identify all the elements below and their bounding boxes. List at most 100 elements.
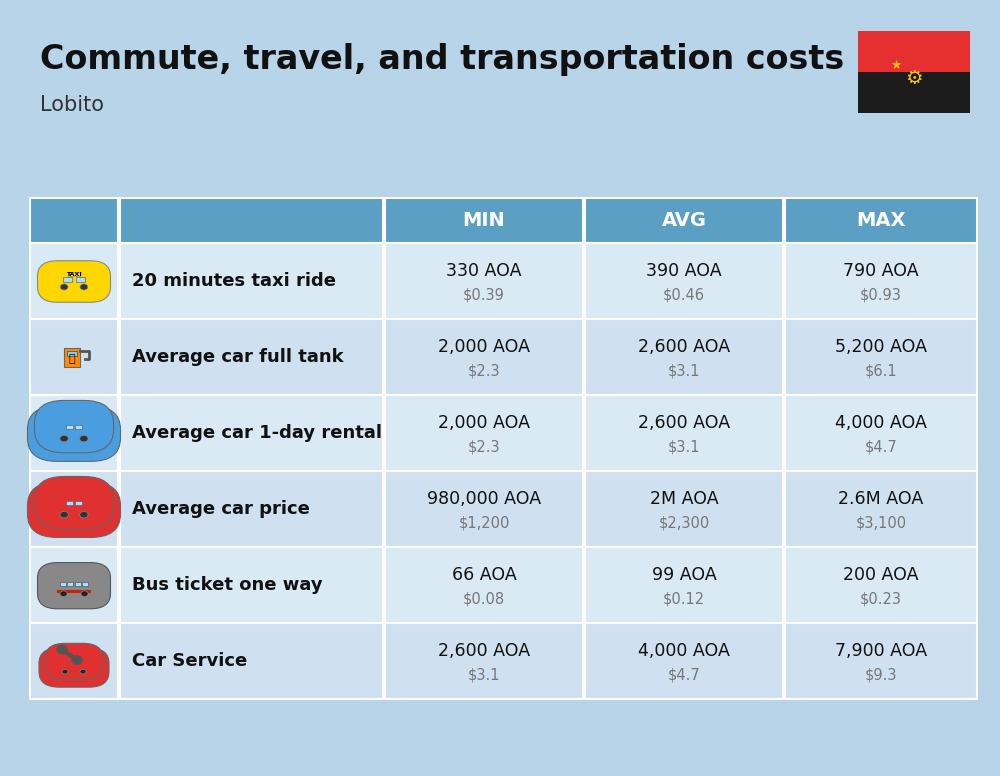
Circle shape	[80, 669, 86, 674]
Text: $3,100: $3,100	[855, 515, 907, 530]
Bar	[30, 471, 118, 547]
Bar	[75, 582, 81, 587]
Text: Lobito: Lobito	[40, 95, 104, 115]
Text: 2.6M AOA: 2.6M AOA	[838, 490, 924, 508]
Text: 99 AOA: 99 AOA	[652, 566, 716, 584]
FancyBboxPatch shape	[27, 482, 120, 538]
Bar	[785, 198, 977, 243]
Text: 7,900 AOA: 7,900 AOA	[835, 643, 927, 660]
Text: 2,000 AOA: 2,000 AOA	[438, 338, 530, 356]
Bar	[67, 582, 73, 587]
Text: Average car price: Average car price	[132, 500, 310, 518]
Bar	[120, 395, 383, 471]
Bar	[585, 471, 783, 547]
Bar	[30, 547, 118, 623]
Text: MIN: MIN	[463, 211, 505, 230]
Bar	[385, 623, 583, 699]
Text: $3.1: $3.1	[668, 363, 700, 378]
Bar	[585, 395, 783, 471]
Bar	[785, 395, 977, 471]
Text: 4,000 AOA: 4,000 AOA	[638, 643, 730, 660]
Text: 5,200 AOA: 5,200 AOA	[835, 338, 927, 356]
Bar	[30, 623, 118, 699]
Bar	[585, 198, 783, 243]
FancyBboxPatch shape	[45, 643, 103, 680]
Text: $3.1: $3.1	[468, 667, 500, 682]
Bar	[30, 395, 118, 471]
Text: $2.3: $2.3	[468, 439, 500, 454]
Bar	[785, 623, 977, 699]
Text: 790 AOA: 790 AOA	[843, 262, 919, 280]
Text: $0.08: $0.08	[463, 591, 505, 606]
Text: $0.93: $0.93	[860, 287, 902, 302]
Bar	[120, 547, 383, 623]
Text: $4.7: $4.7	[668, 667, 700, 682]
Text: $0.23: $0.23	[860, 591, 902, 606]
Bar	[385, 395, 583, 471]
FancyBboxPatch shape	[39, 648, 109, 688]
Bar	[57, 591, 90, 594]
Bar	[30, 319, 118, 395]
Text: 4,000 AOA: 4,000 AOA	[835, 414, 927, 432]
Text: $2.3: $2.3	[468, 363, 500, 378]
Text: $0.39: $0.39	[463, 287, 505, 302]
Bar	[785, 243, 977, 319]
Text: $6.1: $6.1	[865, 363, 897, 378]
Circle shape	[60, 284, 68, 290]
Bar	[585, 243, 783, 319]
Text: 20 minutes taxi ride: 20 minutes taxi ride	[132, 272, 336, 290]
Text: 390 AOA: 390 AOA	[646, 262, 722, 280]
Bar	[120, 319, 383, 395]
Bar	[585, 623, 783, 699]
Text: $0.12: $0.12	[663, 591, 705, 606]
Text: $3.1: $3.1	[668, 439, 700, 454]
Bar	[785, 319, 977, 395]
Text: 200 AOA: 200 AOA	[843, 566, 919, 584]
Circle shape	[80, 511, 88, 518]
FancyBboxPatch shape	[37, 563, 110, 609]
Bar	[68, 272, 80, 276]
Text: 2,000 AOA: 2,000 AOA	[438, 414, 530, 432]
Text: ★: ★	[890, 59, 902, 71]
FancyBboxPatch shape	[34, 476, 114, 529]
Text: $4.7: $4.7	[865, 439, 897, 454]
Bar	[66, 425, 73, 429]
Bar	[120, 471, 383, 547]
Circle shape	[80, 435, 88, 442]
Text: $1,200: $1,200	[458, 515, 510, 530]
Bar	[63, 277, 72, 282]
Bar	[385, 198, 583, 243]
Text: 2,600 AOA: 2,600 AOA	[638, 414, 730, 432]
Bar	[64, 348, 80, 367]
Bar	[66, 351, 77, 355]
Text: $2,300: $2,300	[658, 515, 710, 530]
Bar	[30, 198, 118, 243]
Text: 2,600 AOA: 2,600 AOA	[438, 643, 530, 660]
Bar	[66, 501, 73, 505]
Text: 💧: 💧	[68, 355, 75, 364]
FancyBboxPatch shape	[34, 400, 114, 453]
Bar	[82, 582, 88, 587]
Circle shape	[60, 591, 67, 597]
Bar	[75, 501, 82, 505]
Bar	[785, 471, 977, 547]
Bar	[76, 277, 85, 282]
Circle shape	[80, 284, 88, 290]
Text: Commute, travel, and transportation costs: Commute, travel, and transportation cost…	[40, 43, 844, 76]
Bar	[585, 319, 783, 395]
Bar	[60, 582, 66, 587]
Bar	[120, 198, 383, 243]
Text: MAX: MAX	[856, 211, 906, 230]
Text: 2,600 AOA: 2,600 AOA	[638, 338, 730, 356]
Circle shape	[60, 511, 68, 518]
Bar	[385, 547, 583, 623]
FancyBboxPatch shape	[37, 261, 110, 303]
Bar	[785, 547, 977, 623]
Text: 980,000 AOA: 980,000 AOA	[427, 490, 541, 508]
Text: $0.46: $0.46	[663, 287, 705, 302]
Circle shape	[62, 669, 68, 674]
Bar	[585, 547, 783, 623]
Text: TAXI: TAXI	[66, 272, 82, 277]
Bar	[858, 31, 970, 72]
Text: 66 AOA: 66 AOA	[452, 566, 516, 584]
